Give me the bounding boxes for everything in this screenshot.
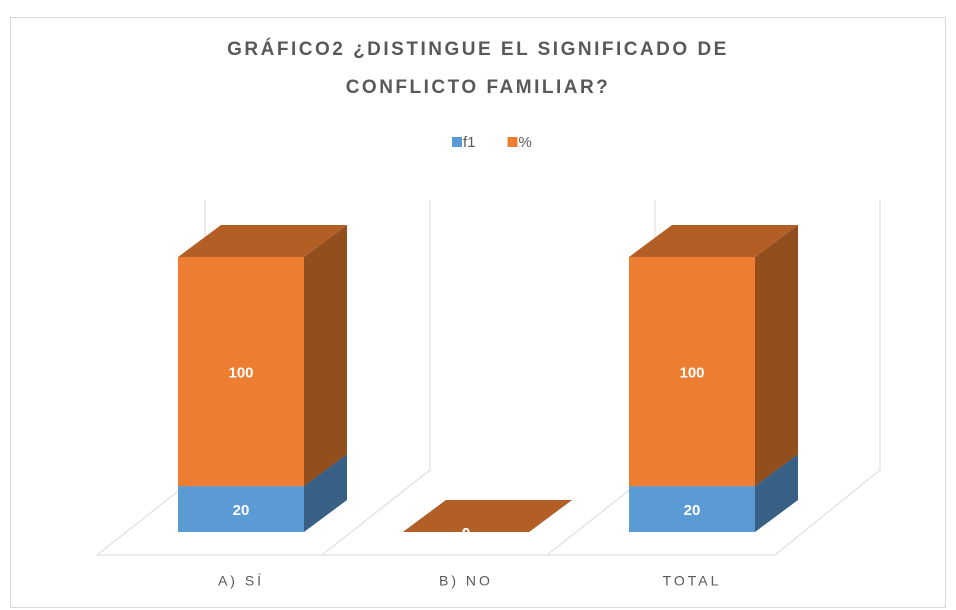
bar-front [178,486,304,532]
bar-front [629,486,755,532]
data-label: 0 [462,525,470,542]
bar-top [629,225,798,257]
data-label: 100 [679,365,704,382]
data-label: 20 [684,502,701,519]
data-label: 100 [228,365,253,382]
bar-front [629,257,755,487]
bar-top [403,500,572,532]
legend-swatch [452,137,462,147]
bar-side [755,454,798,532]
data-label: 0 [462,525,470,542]
legend-label: % [519,134,532,151]
bar-side [755,225,798,487]
bar-top [178,225,347,257]
bar-side [304,454,347,532]
legend-label: f1 [463,134,476,151]
x-tick-label: B) NO [439,573,493,589]
x-tick-label: A) SÍ [218,573,264,589]
chart-title: CONFLICTO FAMILIAR? [346,77,611,98]
data-label: 20 [233,502,250,519]
bar-front [178,257,304,487]
legend-swatch [507,137,518,147]
chart-title: GRÁFICO2 ¿DISTINGUE EL SIGNIFICADO DE [227,38,729,60]
bar-side [304,225,347,487]
x-tick-label: TOTAL [663,573,722,589]
